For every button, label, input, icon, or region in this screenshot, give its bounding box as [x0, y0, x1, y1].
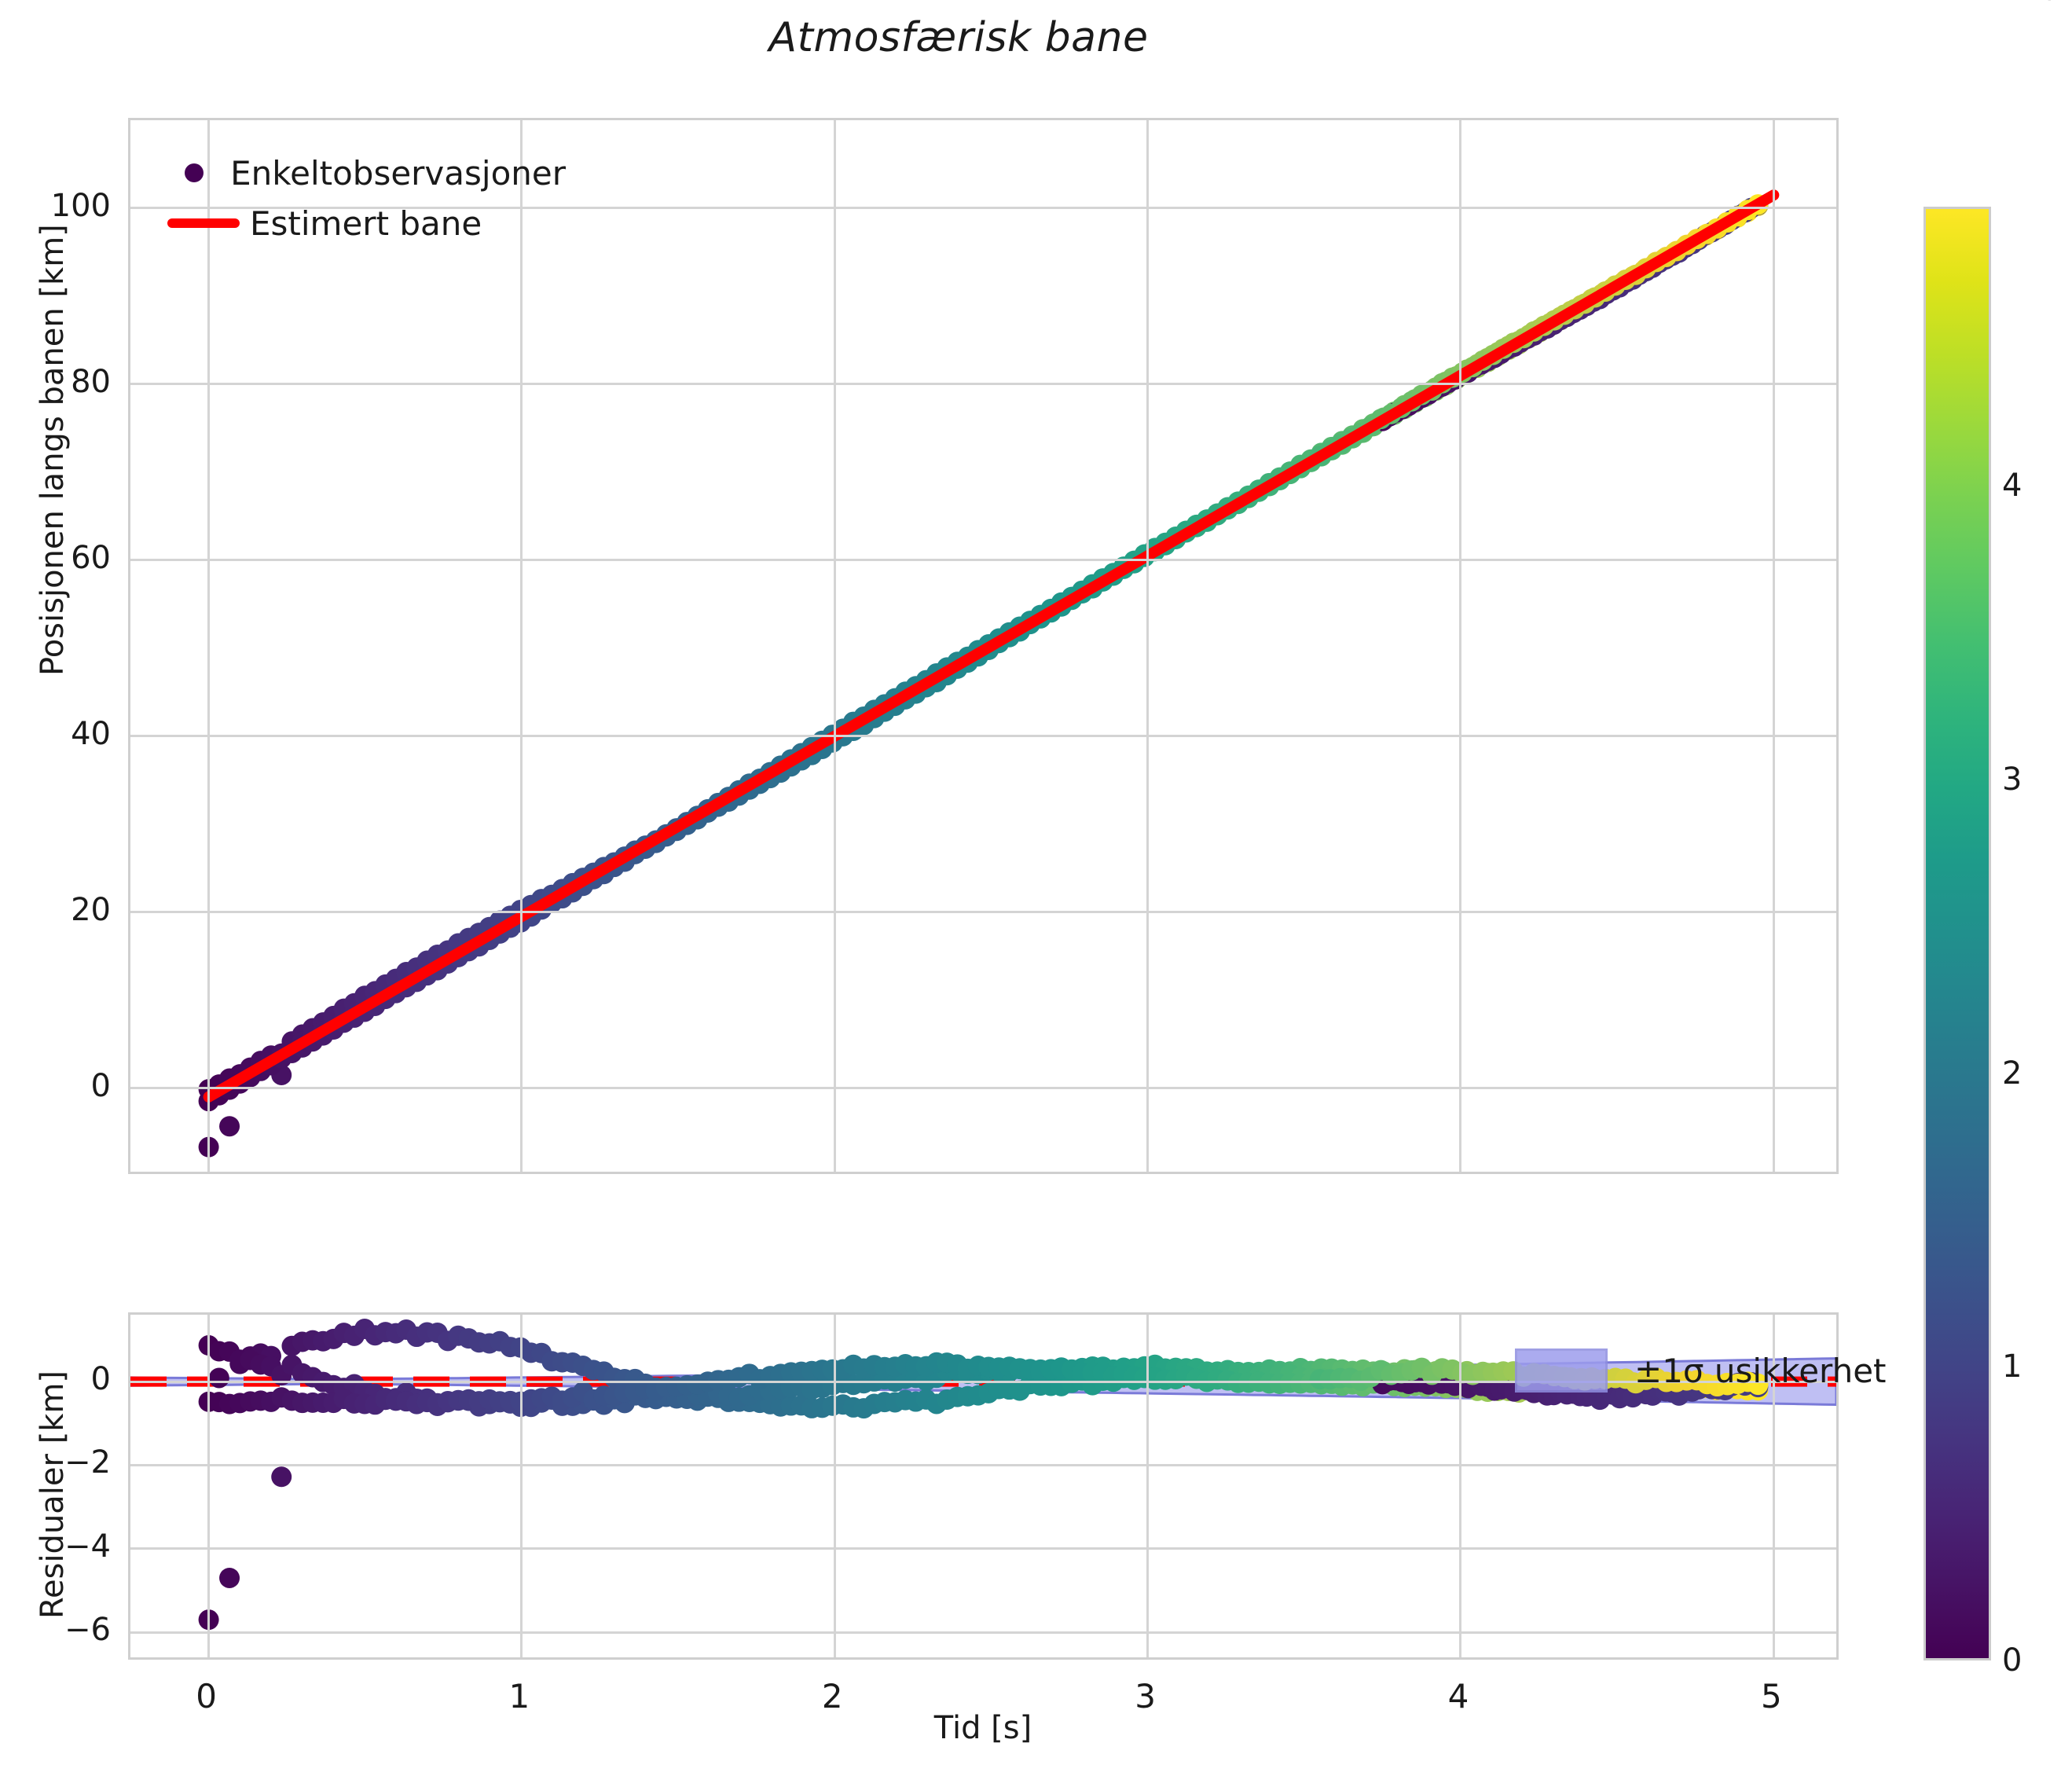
- legend-label-observations: Enkeltobservasjoner: [230, 153, 566, 193]
- residual-y-tick: −6: [64, 1612, 111, 1649]
- trajectory-legend: Enkeltobservasjoner Estimert bane: [157, 148, 566, 248]
- trajectory-plot-area: [130, 120, 1836, 1172]
- residual-y-axis-label: Residualer [km]: [35, 1370, 71, 1619]
- colorbar: 4 3 2 1 0: [1923, 207, 2022, 1679]
- trajectory-y-tick: 100: [50, 187, 111, 224]
- residual-point: [208, 1367, 229, 1389]
- colorbar-gradient: [1923, 207, 1991, 1660]
- trajectory-point: [219, 1116, 240, 1137]
- legend-label-uncertainty: ±1σ usikkerhet: [1634, 1351, 1887, 1390]
- solid-line-icon: [157, 218, 250, 228]
- trajectory-y-tick: 80: [71, 363, 111, 400]
- trajectory-plot-panel: [128, 118, 1839, 1174]
- colorbar-tick: 3: [2002, 761, 2022, 798]
- colorbar-tick: 1: [2002, 1349, 2022, 1385]
- x-tick: 1: [508, 1677, 530, 1715]
- residual-y-tick: −2: [64, 1444, 111, 1481]
- trajectory-y-tick: 20: [71, 891, 111, 928]
- trajectory-y-tick: 0: [90, 1067, 111, 1104]
- residual-legend: ±1σ usikkerhet: [1515, 1349, 1887, 1393]
- x-axis-label: Tid [s]: [933, 1710, 1032, 1746]
- residual-point: [271, 1466, 292, 1488]
- residual-point: [219, 1567, 240, 1588]
- residual-plot-panel: [128, 1312, 1839, 1660]
- legend-label-estimated-path: Estimert bane: [250, 204, 482, 243]
- uncertainty-band-icon: [1515, 1349, 1608, 1393]
- trajectory-data-layer: [198, 189, 1780, 1158]
- x-tick: 5: [1760, 1677, 1782, 1715]
- x-tick: 0: [196, 1677, 217, 1715]
- trajectory-y-tick: 40: [71, 715, 111, 752]
- residual-point: [1747, 1374, 1769, 1396]
- x-tick: 2: [821, 1677, 843, 1715]
- x-tick: 4: [1447, 1677, 1469, 1715]
- trajectory-y-tick: 60: [71, 539, 111, 576]
- colorbar-tick: 2: [2002, 1055, 2022, 1092]
- legend-entry-observations: Enkeltobservasjoner: [157, 148, 566, 198]
- figure-title: Atmosfærisk bane: [768, 14, 1149, 61]
- x-tick: 3: [1135, 1677, 1156, 1715]
- residual-y-tick: 0: [90, 1361, 111, 1398]
- trajectory-y-axis-label: Posisjonen langs banen [km]: [35, 224, 71, 676]
- colorbar-tick: 4: [2002, 468, 2022, 505]
- residual-y-tick: −4: [64, 1528, 111, 1565]
- estimated-path-line: [203, 189, 1780, 1103]
- scatter-dot-icon: [157, 163, 230, 182]
- legend-entry-estimated-path: Estimert bane: [157, 198, 566, 248]
- colorbar-tick: 0: [2002, 1642, 2022, 1679]
